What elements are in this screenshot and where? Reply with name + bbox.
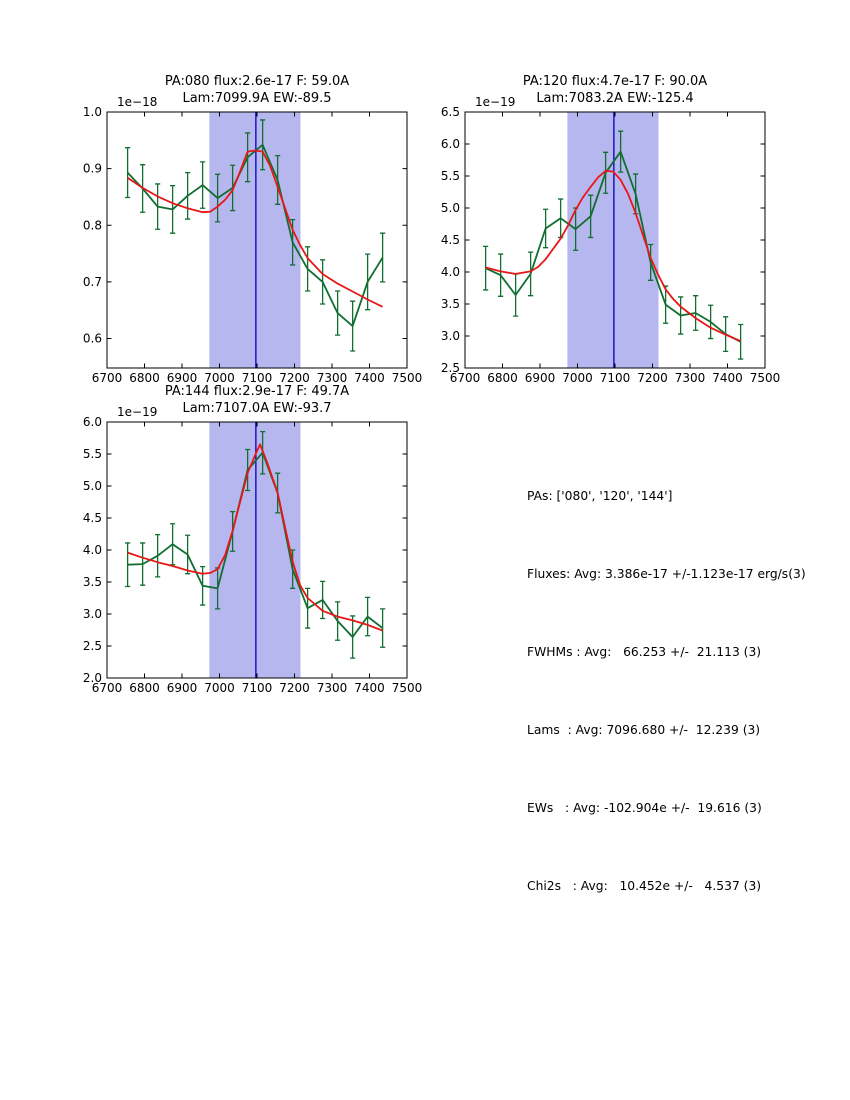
x-tick-label: 7500 xyxy=(392,681,423,695)
y-tick-label: 6.0 xyxy=(441,137,460,151)
x-tick-label: 6800 xyxy=(129,681,160,695)
y-tick-label: 2.5 xyxy=(83,639,102,653)
x-tick-label: 7200 xyxy=(637,371,668,385)
y-tick-label: 6.0 xyxy=(83,415,102,429)
y-tick-label: 4.5 xyxy=(83,511,102,525)
stats-line-chi2s: Chi2s : Avg: 10.452e +/- 4.537 (3) xyxy=(527,879,762,893)
x-tick-label: 7000 xyxy=(562,371,593,385)
y-tick-label: 5.5 xyxy=(441,169,460,183)
x-tick-label: 7200 xyxy=(279,681,310,695)
y-tick-label: 3.0 xyxy=(83,607,102,621)
x-tick-label: 7000 xyxy=(204,681,235,695)
x-tick-label: 7300 xyxy=(317,681,348,695)
y-tick-label: 3.0 xyxy=(441,329,460,343)
fit-line xyxy=(127,443,383,632)
x-tick-label: 7400 xyxy=(712,371,743,385)
stats-line-pas: PAs: ['080', '120', '144'] xyxy=(527,489,673,503)
fit-window-band xyxy=(209,112,301,368)
stats-line-ews: EWs : Avg: -102.904e +/- 19.616 (3) xyxy=(527,801,762,815)
x-tick-label: 6900 xyxy=(167,371,198,385)
tick-marks xyxy=(106,421,408,679)
subplot-title-line2: Lam:7107.0A EW:-93.7 xyxy=(182,401,331,416)
x-tick-label: 7400 xyxy=(354,681,385,695)
y-tick-label: 1.0 xyxy=(83,105,102,119)
subplot-title-line1: PA:080 flux:2.6e-17 F: 59.0A xyxy=(165,74,349,89)
x-tick-label: 6800 xyxy=(487,371,518,385)
x-tick-label: 6800 xyxy=(129,371,160,385)
x-tick-label: 7100 xyxy=(242,681,273,695)
x-tick-label: 7100 xyxy=(600,371,631,385)
x-tick-label: 7500 xyxy=(392,371,423,385)
x-tick-label: 6700 xyxy=(92,681,123,695)
stats-line-fwhms: FWHMs : Avg: 66.253 +/- 21.113 (3) xyxy=(527,645,762,659)
subplot-pa120: 6700 6800 6900 7000 7100 7200 7300 7400 7500 2.5 3… xyxy=(441,74,780,385)
stats-line-lams: Lams : Avg: 7096.680 +/- 12.239 (3) xyxy=(527,723,761,737)
x-tick-label: 6900 xyxy=(167,681,198,695)
spectrum-line xyxy=(485,150,742,343)
fit-line xyxy=(127,149,383,308)
fit-window-band xyxy=(209,422,301,678)
tick-marks xyxy=(464,111,766,369)
x-tick-label: 7300 xyxy=(317,371,348,385)
y-tick-label: 5.0 xyxy=(441,201,460,215)
y-tick-label: 5.0 xyxy=(83,479,102,493)
y-tick-label: 0.8 xyxy=(83,218,102,232)
fit-window-band xyxy=(567,112,659,368)
y-tick-label: 4.0 xyxy=(83,543,102,557)
x-tick-label: 6900 xyxy=(525,371,556,385)
subplot-title-line2: Lam:7099.9A EW:-89.5 xyxy=(182,91,331,106)
x-tick-label: 7200 xyxy=(279,371,310,385)
subplot-title-line2: Lam:7083.2A EW:-125.4 xyxy=(536,91,693,106)
y-tick-label: 2.0 xyxy=(83,671,102,685)
y-tick-label: 5.5 xyxy=(83,447,102,461)
tick-marks xyxy=(106,111,408,368)
y-tick-label: 6.5 xyxy=(441,105,460,119)
x-tick-label: 7300 xyxy=(675,371,706,385)
y-tick-label: 0.9 xyxy=(83,162,102,176)
subplot-title-line1: PA:120 flux:4.7e-17 F: 90.0A xyxy=(523,74,707,89)
y-tick-label: 0.6 xyxy=(83,332,102,346)
subplot-pa144: 6700 6800 6900 7000 7100 7200 7300 7400 7500 2.0 2… xyxy=(83,384,422,695)
fit-line xyxy=(485,169,741,342)
spectrum-line xyxy=(127,451,384,638)
stats-line-fluxes: Fluxes: Avg: 3.386e-17 +/-1.123e-17 erg/… xyxy=(527,567,806,581)
y-tick-label: 3.5 xyxy=(441,297,460,311)
y-tick-label: 4.0 xyxy=(441,265,460,279)
y-axis-offset-label: 1e−19 xyxy=(117,405,157,419)
spectra-figure: 6700 6800 6900 7000 7100 7200 7300 7400 7500 0.6 0… xyxy=(83,74,780,695)
y-tick-label: 3.5 xyxy=(83,575,102,589)
x-tick-label: 7100 xyxy=(242,371,273,385)
y-axis-offset-label: 1e−19 xyxy=(475,95,515,109)
x-tick-label: 6700 xyxy=(92,371,123,385)
y-tick-label: 4.5 xyxy=(441,233,460,247)
stats-panel: PAs: ['080', '120', '144'] Fluxes: Avg: … xyxy=(527,431,806,925)
subplot-pa080: 6700 6800 6900 7000 7100 7200 7300 7400 7500 0.6 0… xyxy=(83,74,422,385)
y-tick-label: 2.5 xyxy=(441,361,460,375)
y-tick-label: 0.7 xyxy=(83,275,102,289)
x-tick-label: 7000 xyxy=(204,371,235,385)
subplot-title-line1: PA:144 flux:2.9e-17 F: 49.7A xyxy=(165,384,349,399)
x-tick-label: 6700 xyxy=(450,371,481,385)
x-tick-label: 7500 xyxy=(750,371,781,385)
y-axis-offset-label: 1e−18 xyxy=(117,95,157,109)
x-tick-label: 7400 xyxy=(354,371,385,385)
